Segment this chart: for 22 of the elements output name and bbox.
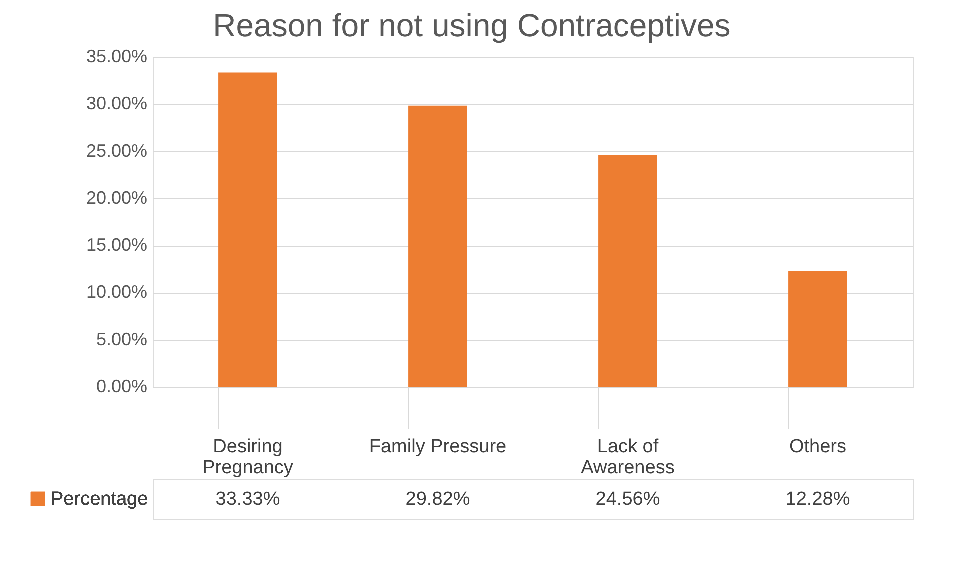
y-tick-label: 0.00% <box>96 376 148 396</box>
data-label: 12.28% <box>786 489 850 510</box>
data-label: 24.56% <box>596 489 660 510</box>
chart-title: Reason for not using Contraceptives <box>213 8 731 44</box>
bar <box>788 271 848 387</box>
x-tick-label: Lack of Awareness <box>581 436 675 478</box>
y-tick-label: 25.00% <box>86 140 148 161</box>
x-tick-label: Family Pressure <box>369 436 507 458</box>
bar <box>218 72 278 387</box>
bar <box>598 155 658 387</box>
y-tick-label: 5.00% <box>96 329 148 350</box>
x-tick-label: Others <box>789 436 847 458</box>
y-tick-label: 15.00% <box>86 235 148 256</box>
y-tick-label: 35.00% <box>86 46 148 66</box>
data-label: 33.33% <box>216 489 280 510</box>
y-tick-label: 20.00% <box>86 188 148 208</box>
y-tick-label: 30.00% <box>86 94 148 114</box>
y-tick-label: 10.00% <box>86 282 148 302</box>
legend-label: Percentage <box>51 489 148 510</box>
bar <box>408 106 468 387</box>
x-tick-label: Desiring Pregnancy <box>202 436 294 478</box>
data-label: 29.82% <box>406 489 470 510</box>
